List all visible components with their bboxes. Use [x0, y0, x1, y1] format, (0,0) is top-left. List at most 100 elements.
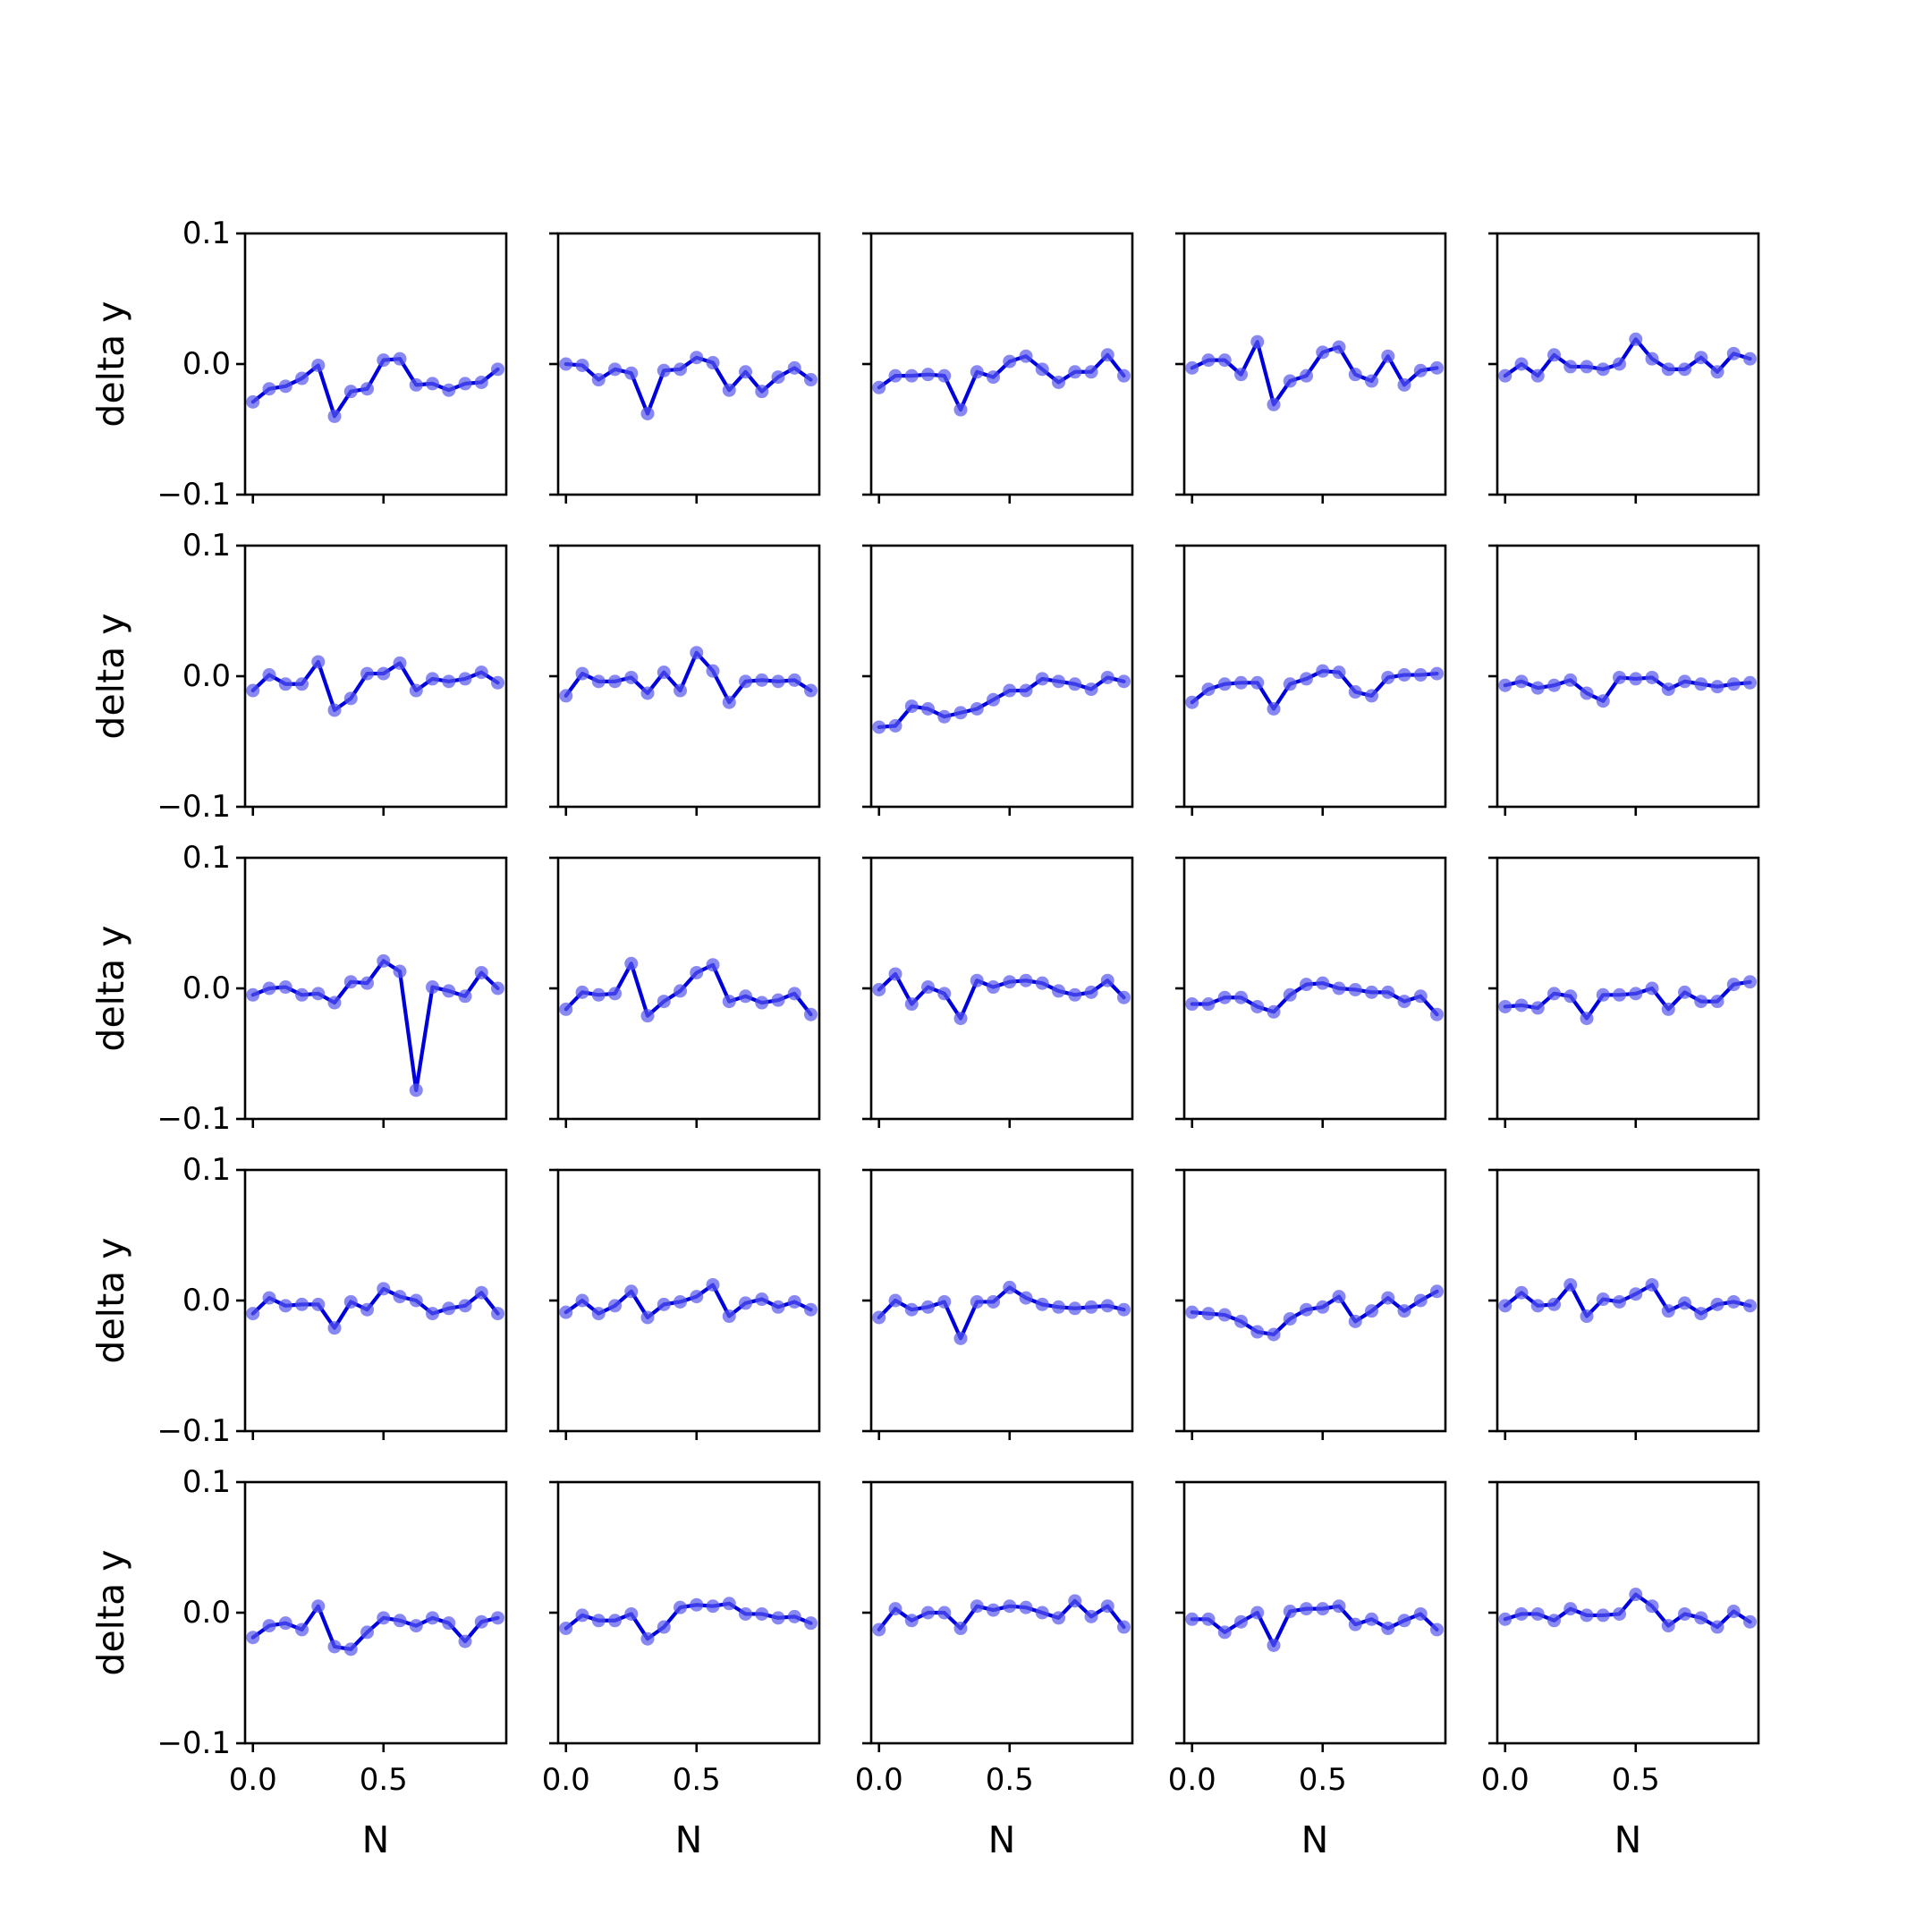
y-tick-label: 0.0 [182, 1283, 231, 1318]
data-point [591, 373, 606, 387]
data-point [755, 1606, 769, 1621]
data-point [1629, 1287, 1643, 1301]
data-point [327, 1640, 342, 1654]
data-point [888, 1602, 902, 1616]
data-point [706, 356, 720, 370]
data-point [311, 1599, 326, 1614]
data-point [262, 668, 276, 682]
data-point [1250, 335, 1265, 349]
data-point [640, 1009, 655, 1023]
data-point [491, 675, 505, 690]
data-point [278, 379, 292, 394]
data-point [246, 1631, 260, 1645]
data-point [1563, 1602, 1578, 1616]
x-axis-label: N [675, 1818, 703, 1861]
data-point [1645, 981, 1659, 996]
data-point [771, 1611, 785, 1625]
data-point [1498, 1612, 1513, 1626]
series-line [250, 659, 500, 713]
subplot-r4-c1: −0.1 0.0 0.1 delta y [89, 1152, 508, 1449]
data-point [1068, 1301, 1082, 1316]
data-point [262, 1619, 276, 1633]
data-point [393, 352, 407, 366]
data-point [1563, 360, 1578, 374]
series-line [250, 1604, 500, 1651]
data-point [1035, 672, 1049, 686]
series-line [564, 962, 813, 1018]
data-point [706, 1277, 720, 1292]
data-point [1596, 1292, 1610, 1307]
series-line [564, 355, 813, 416]
data-point [771, 1300, 785, 1314]
data-point [491, 362, 505, 377]
data-point [1694, 995, 1708, 1009]
data-point [888, 718, 902, 733]
data-point [409, 1619, 423, 1633]
data-point [409, 377, 423, 392]
data-point [1596, 362, 1610, 377]
subplot-r2-c1: −0.1 0.0 0.1 delta y [89, 528, 508, 825]
x-axis-label: N [1301, 1818, 1329, 1861]
subplot-r2-c5 [1488, 544, 1760, 816]
data-point [1019, 349, 1033, 363]
data-point [458, 1634, 472, 1648]
series-line [1190, 981, 1439, 1017]
x-tick-label: 0.0 [229, 1762, 277, 1798]
data-point [1217, 677, 1232, 691]
data-point [1694, 677, 1708, 691]
data-point [1365, 1304, 1379, 1318]
data-point [1100, 1599, 1114, 1614]
data-point [1100, 1299, 1114, 1313]
series-line [877, 1285, 1126, 1341]
data-point [426, 377, 440, 391]
data-point [722, 995, 736, 1009]
data-point [311, 987, 326, 1001]
data-point [1381, 1291, 1395, 1305]
data-point [921, 1300, 936, 1314]
data-point [377, 666, 391, 681]
data-point [1580, 686, 1594, 700]
x-axis-label: N [1614, 1818, 1642, 1861]
data-point [1201, 353, 1216, 368]
data-point [1381, 349, 1395, 363]
data-point [1645, 1277, 1659, 1292]
data-point [953, 1622, 968, 1636]
data-point [1117, 990, 1131, 1004]
data-point [360, 666, 375, 681]
data-point [295, 1623, 309, 1637]
data-point [1726, 978, 1741, 992]
y-tick-label: −0.1 [157, 1725, 231, 1761]
data-point [295, 371, 309, 386]
data-point [559, 1002, 573, 1016]
data-point [987, 980, 1001, 995]
data-point [1613, 1606, 1627, 1621]
data-point [591, 1307, 606, 1321]
data-point [1430, 1623, 1445, 1637]
data-point [1035, 362, 1049, 377]
data-point [804, 1007, 818, 1021]
data-point [1267, 1327, 1281, 1342]
data-point [442, 383, 456, 397]
data-point [575, 1293, 589, 1308]
subplot-r4-c2 [549, 1168, 821, 1440]
data-point [706, 958, 720, 972]
data-point [755, 1292, 769, 1307]
data-point [888, 369, 902, 383]
data-point [360, 976, 375, 990]
subplot-r3-c4 [1175, 856, 1447, 1128]
data-point [739, 1606, 753, 1621]
data-point [1530, 1606, 1545, 1621]
data-point [1710, 1297, 1724, 1311]
x-tick-label: 0.5 [673, 1762, 721, 1798]
x-tick-label: 0.5 [1612, 1762, 1660, 1798]
data-point [1217, 1625, 1232, 1640]
data-point [1629, 987, 1643, 1001]
data-point [987, 692, 1001, 707]
data-point [1283, 374, 1297, 388]
data-point [278, 1616, 292, 1631]
data-point [1743, 1299, 1758, 1313]
x-tick-label: 0.5 [986, 1762, 1034, 1798]
data-point [674, 362, 688, 377]
data-point [1413, 1606, 1428, 1621]
data-point [426, 672, 440, 686]
